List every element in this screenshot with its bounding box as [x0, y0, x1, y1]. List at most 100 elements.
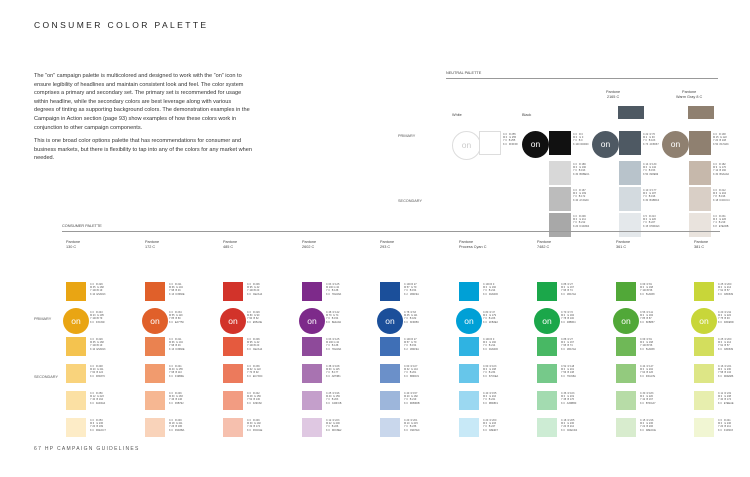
consumer-secondary-swatch — [380, 418, 400, 437]
consumer-secondary-values: C 15 R 216 M 0 G 236 Y 22 B 206 K 0 D8EC… — [640, 419, 656, 432]
on-icon: on — [592, 131, 619, 158]
on-icon: on — [691, 308, 717, 334]
consumer-secondary-values: C 20 R 200 M 0 G 233 Y 0 B 247 K 0 C8E9F… — [483, 419, 499, 432]
consumer-secondary-values: C 0 R 248 M 20 G 211 Y 60 B 124 K 0 F8D3… — [90, 365, 106, 378]
on-icon: on — [662, 131, 689, 158]
consumer-secondary-values: C 69 R 81 M 0 G 168 Y 100 B 56 K 0 51A83… — [640, 338, 655, 351]
consumer-secondary-swatch — [694, 337, 714, 356]
consumer-secondary-swatch — [145, 418, 165, 437]
consumer-secondary-values: C 18 R 205 M 0 G 236 Y 20 B 212 K 0 CDEC… — [561, 419, 578, 432]
consumer-column-name: Pantone 381 C — [694, 240, 709, 249]
consumer-primary-swatch — [380, 282, 400, 301]
consumer-column-name: Pantone 361 C — [616, 240, 631, 249]
consumer-secondary-values: C 60 R 103 M 0 G 198 Y 0 B 234 K 0 67C6E… — [483, 365, 499, 378]
consumer-secondary-swatch — [537, 391, 557, 410]
consumer-palette-header: CONSUMER PALETTE — [62, 224, 102, 228]
neutral-primary-values: C 0 R 255 M 0 G 255 Y 0 B 255 K 0 FFFFFF — [503, 133, 518, 146]
consumer-secondary-swatch — [380, 364, 400, 383]
neutral-secondary-swatch — [689, 187, 711, 211]
neutral-palette-header: NEUTRAL PALETTE — [446, 71, 482, 75]
consumer-primary-values: C 25 R 200 M 0 G 214 Y 91 B 57 K 0 C8D63… — [718, 283, 734, 296]
consumer-secondary-values: C 16 R 221 M 0 G 230 Y 58 B 134 K 0 DDE6… — [718, 365, 734, 378]
neutral-secondary-swatch — [619, 187, 641, 211]
neutral-secondary-swatch — [619, 161, 641, 185]
neutral-column-name: White — [452, 113, 462, 117]
consumer-secondary-swatch — [459, 391, 479, 410]
neutral-primary-values: C 0 R 138 M 15 G 122 Y 20 B 108 K 50 8A7… — [713, 133, 729, 146]
on-icon: on — [63, 308, 89, 334]
consumer-primary-values-repeat: C 20 R 211 M 0 G 222 Y 75 B 93 K 0 D3DE5… — [718, 311, 734, 324]
consumer-secondary-values: C 0 R 249 M 18 G 211 Y 26 B 186 K 0 F9D3… — [169, 419, 185, 432]
consumer-primary-values-repeat: C 0 R 229 M 80 G 90 Y 90 B 62 K 0 E55A3E — [247, 311, 263, 324]
on-icon: on — [452, 131, 481, 160]
on-icon: on — [522, 131, 549, 158]
page-footer: 67 HP CAMPAIGN GUIDELINES — [34, 446, 140, 452]
neutral-secondary-values: C 0 R 231 M 3 G 226 Y 4 B 219 K 8 E7E2DB — [713, 215, 729, 228]
consumer-primary-swatch — [537, 282, 557, 301]
consumer-primary-swatch — [145, 282, 165, 301]
consumer-primary-values-repeat: C 48 R 142 M 79 G 74 Y 0 B 154 K 0 8E4A9… — [326, 311, 342, 324]
consumer-secondary-swatch — [694, 364, 714, 383]
consumer-secondary-swatch — [537, 337, 557, 356]
consumer-secondary-values: C 0 R 242 M 48 G 156 Y 52 B 130 K 0 F29C… — [247, 392, 262, 405]
consumer-secondary-swatch — [616, 418, 636, 437]
consumer-secondary-values: C 100 R 0 M 0 G 160 Y 0 B 214 K 0 00A0D6 — [483, 338, 498, 351]
neutral-palette-rule — [446, 78, 718, 79]
intro-paragraph-1: The “on” campaign palette is multicolore… — [34, 73, 250, 131]
neutral-column-name: Pantone 2165 C — [606, 90, 621, 99]
consumer-primary-values: C 0 R 206 M 95 G 42 Y 100 B 20 K 0 CE2A1… — [247, 283, 263, 296]
consumer-primary-swatch — [302, 282, 322, 301]
consumer-secondary-swatch — [459, 364, 479, 383]
on-icon: on — [142, 308, 168, 334]
consumer-primary-values-repeat: C 0 R 234 M 55 G 119 Y 85 B 80 K 0 EA775… — [169, 311, 184, 324]
consumer-primary-values: C 63 R 125 M 100 G 42 Y 0 B 138 K 0 7D2A… — [326, 283, 342, 296]
on-icon: on — [456, 308, 482, 334]
consumer-secondary-swatch — [380, 337, 400, 356]
neutral-pantone-chip — [618, 106, 644, 119]
consumer-primary-swatch — [694, 282, 714, 301]
consumer-primary-swatch — [66, 282, 86, 301]
consumer-primary-swatch — [616, 282, 636, 301]
neutral-secondary-swatch — [549, 161, 571, 185]
consumer-secondary-values: C 25 R 200 M 0 G 214 Y 91 B 57 K 0 C8D63… — [718, 338, 734, 351]
consumer-secondary-swatch — [537, 418, 557, 437]
consumer-primary-swatch — [459, 282, 479, 301]
neutral-secondary-swatch — [619, 213, 641, 237]
consumer-column-name: Pantone 7482 C — [537, 240, 552, 249]
neutral-secondary-swatch — [689, 213, 711, 237]
consumer-secondary-values: C 88 R 27 M 0 G 167 Y 95 B 74 K 0 1BA74A — [561, 338, 577, 351]
consumer-column-name: Pantone Process Cyan C — [459, 240, 487, 249]
consumer-secondary-values: C 12 R 223 M 22 G 200 Y 0 B 226 K 0 DFC8… — [326, 419, 342, 432]
consumer-primary-values: C 100 R 27 M 57 G 79 Y 0 B 154 K 2 1B4F9… — [404, 283, 419, 296]
consumer-secondary-swatch — [66, 364, 86, 383]
consumer-primary-swatch — [223, 282, 243, 301]
neutral-secondary-values: C 0 R 167 M 0 G 169 Y 0 B 172 K 40 A7A9A… — [573, 189, 589, 202]
neutral-secondary-swatch — [549, 187, 571, 211]
neutral-secondary-swatch — [549, 213, 571, 237]
consumer-secondary-values: C 38 R 168 M 60 G 115 Y 0 B 177 K 0 A873… — [326, 365, 341, 378]
on-icon: on — [299, 308, 325, 334]
consumer-secondary-values: C 40 R 155 M 0 G 216 Y 0 B 241 K 0 9BD8F… — [483, 392, 499, 405]
consumer-secondary-swatch — [459, 337, 479, 356]
consumer-primary-label: PRIMARY — [34, 317, 52, 321]
consumer-secondary-swatch — [459, 418, 479, 437]
neutral-primary-values: C 22 R 76 M 2 G 93 Y 0 B 103 K 73 4C5D67 — [643, 133, 659, 146]
neutral-secondary-values: C 14 R 130 M 0 G 142 Y 0 B 153 K 50 828E… — [643, 163, 659, 176]
consumer-secondary-values: C 40 R 157 M 20 G 182 Y 0 B 219 K 0 9DB6… — [404, 392, 420, 405]
consumer-primary-values: C 69 R 81 M 0 G 168 Y 100 B 56 K 0 51A83… — [640, 283, 655, 296]
consumer-secondary-values: C 63 R 125 M 100 G 42 Y 0 B 138 K 0 7D2A… — [326, 338, 342, 351]
consumer-secondary-label: SECONDARY — [34, 375, 58, 379]
consumer-secondary-values: C 0 R 246 M 30 G 192 Y 32 B 174 K 0 F6C0… — [247, 419, 263, 432]
consumer-secondary-values: C 0 R 253 M 6 G 236 Y 20 B 199 K 0 FDECC… — [90, 419, 106, 432]
consumer-column-name: Pantone 172 C — [145, 240, 160, 249]
consumer-palette-rule — [62, 231, 720, 232]
consumer-secondary-swatch — [616, 391, 636, 410]
neutral-pantone-chip — [688, 106, 714, 119]
neutral-secondary-values: C 5 R 213 M 0 G 220 Y 0 B 227 K 15 D5DCE… — [643, 215, 660, 228]
neutral-primary-swatch — [549, 131, 571, 155]
consumer-primary-values-repeat: C 0 R 243 M 23 G 195 Y 100 B 79 K 0 F3C3… — [90, 311, 105, 324]
consumer-column-name: Pantone 130 C — [66, 240, 81, 249]
consumer-secondary-swatch — [145, 337, 165, 356]
consumer-secondary-swatch — [66, 337, 86, 356]
consumer-secondary-swatch — [616, 364, 636, 383]
